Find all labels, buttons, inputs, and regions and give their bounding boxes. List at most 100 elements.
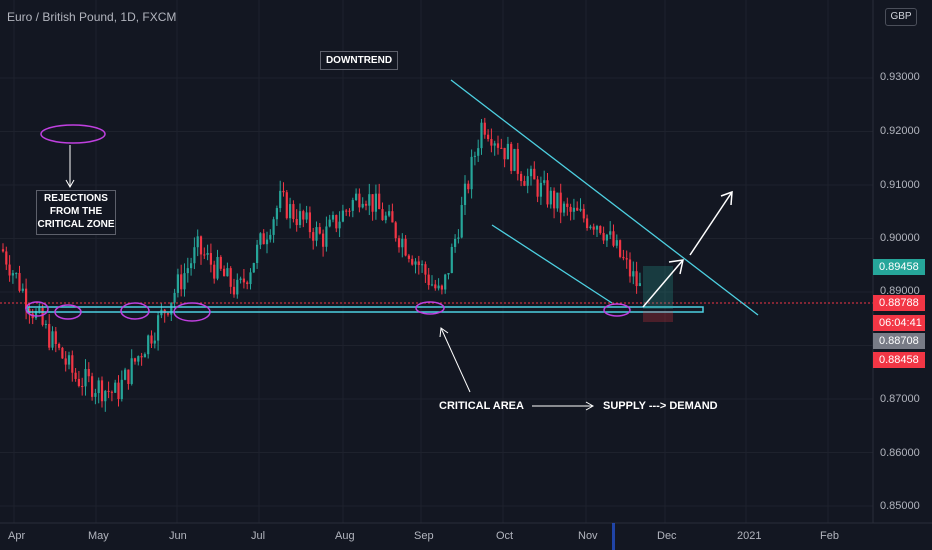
candle-body [470, 156, 473, 190]
price-label: 0.90000 [880, 232, 920, 244]
price-label: 0.85000 [880, 500, 920, 512]
candle-body [232, 286, 236, 295]
rejection-ellipse-1 [25, 301, 49, 317]
time-label: Aug [335, 530, 355, 542]
time-label: May [88, 530, 109, 542]
critical-area-pointer-head [439, 327, 449, 338]
candle-body [11, 273, 14, 276]
candle-body [430, 284, 434, 286]
candle-body [595, 226, 599, 230]
candle-body [506, 143, 509, 160]
candle-body [421, 264, 424, 266]
candle-body [612, 231, 615, 246]
candle-body [153, 340, 156, 344]
long-position-stop [643, 311, 673, 322]
candle-body [28, 308, 31, 314]
candle-body [133, 358, 137, 362]
rejection-ellipse-2 [54, 304, 82, 320]
candle-body [351, 200, 354, 211]
candle-body [520, 173, 523, 182]
candle-body [97, 380, 100, 394]
candle-body [536, 179, 539, 197]
candle-body [265, 239, 269, 245]
time-label: Apr [8, 530, 26, 542]
candle-body [510, 143, 513, 171]
candle-body [259, 233, 262, 245]
candle-body [460, 204, 463, 238]
candle-body [335, 215, 338, 229]
candle-body [315, 227, 318, 241]
candle-body [41, 307, 44, 325]
candle-body [61, 347, 64, 359]
time-label: Dec [657, 530, 677, 542]
candle-body [67, 355, 71, 365]
candle-body [312, 232, 315, 241]
candle-body [262, 233, 265, 245]
candle-body [553, 190, 556, 209]
candle-body [434, 284, 437, 289]
projection-arrow-1 [642, 259, 684, 308]
candle-body [447, 272, 450, 275]
candle-body [490, 139, 493, 146]
candle-body [64, 358, 67, 365]
price-tag-target: 0.89458 [873, 259, 925, 275]
candle-body [364, 203, 368, 206]
candle-body [206, 253, 209, 255]
time-label: 2021 [737, 530, 762, 542]
candle-body [503, 147, 506, 160]
candle-body [15, 273, 18, 275]
candle-body [450, 246, 453, 273]
candle-body [401, 238, 404, 248]
candle-body [94, 393, 97, 397]
candle-body [632, 271, 635, 277]
candle-body [444, 274, 447, 290]
candle-body [609, 231, 612, 235]
time-label: Sep [414, 530, 434, 542]
price-label: 0.91000 [880, 179, 920, 191]
rejection-ellipse-5 [415, 301, 445, 315]
candle-body [345, 210, 348, 212]
candle-body [549, 190, 552, 205]
candle-body [302, 211, 305, 220]
candle-body [48, 323, 51, 348]
candle-body [440, 285, 443, 290]
candle-body [190, 263, 193, 269]
candle-body [256, 244, 259, 264]
candle-body [186, 268, 189, 274]
price-tag-entry: 0.88708 [873, 333, 925, 349]
candle-body [110, 391, 113, 393]
candle-body [358, 193, 361, 208]
downtrend-upper-line [450, 79, 759, 316]
candle-body [487, 134, 490, 140]
candle-body [252, 263, 255, 273]
candle-body [397, 238, 401, 248]
candle-body [368, 194, 371, 206]
critical-area-label: CRITICAL AREA [439, 400, 524, 412]
candle-body [199, 236, 203, 255]
candle-body [378, 193, 381, 210]
candle-body [1, 249, 5, 252]
candle-body [513, 148, 516, 171]
candle-body [556, 192, 559, 209]
candle-body [619, 240, 622, 257]
projection-arrow-1-head [668, 259, 684, 275]
candle-body [586, 218, 589, 229]
candle-body [496, 143, 500, 148]
candle-body [562, 203, 566, 213]
projection-arrow-2-head [720, 190, 733, 206]
countdown-tag: 06:04:41 [873, 315, 925, 331]
candle-body [417, 261, 420, 266]
candle-body [25, 288, 28, 309]
rejections-line-2: FROM THE [49, 206, 103, 217]
downtrend-label: DOWNTREND [320, 51, 398, 70]
candle-body [298, 211, 302, 226]
candle-body [526, 176, 529, 186]
candle-body [209, 253, 212, 265]
candle-body [533, 168, 536, 180]
candle-body [236, 279, 239, 295]
currency-badge[interactable]: GBP [885, 8, 917, 26]
candle-body [170, 302, 173, 315]
candle-body [355, 193, 358, 201]
candle-body [34, 311, 38, 319]
